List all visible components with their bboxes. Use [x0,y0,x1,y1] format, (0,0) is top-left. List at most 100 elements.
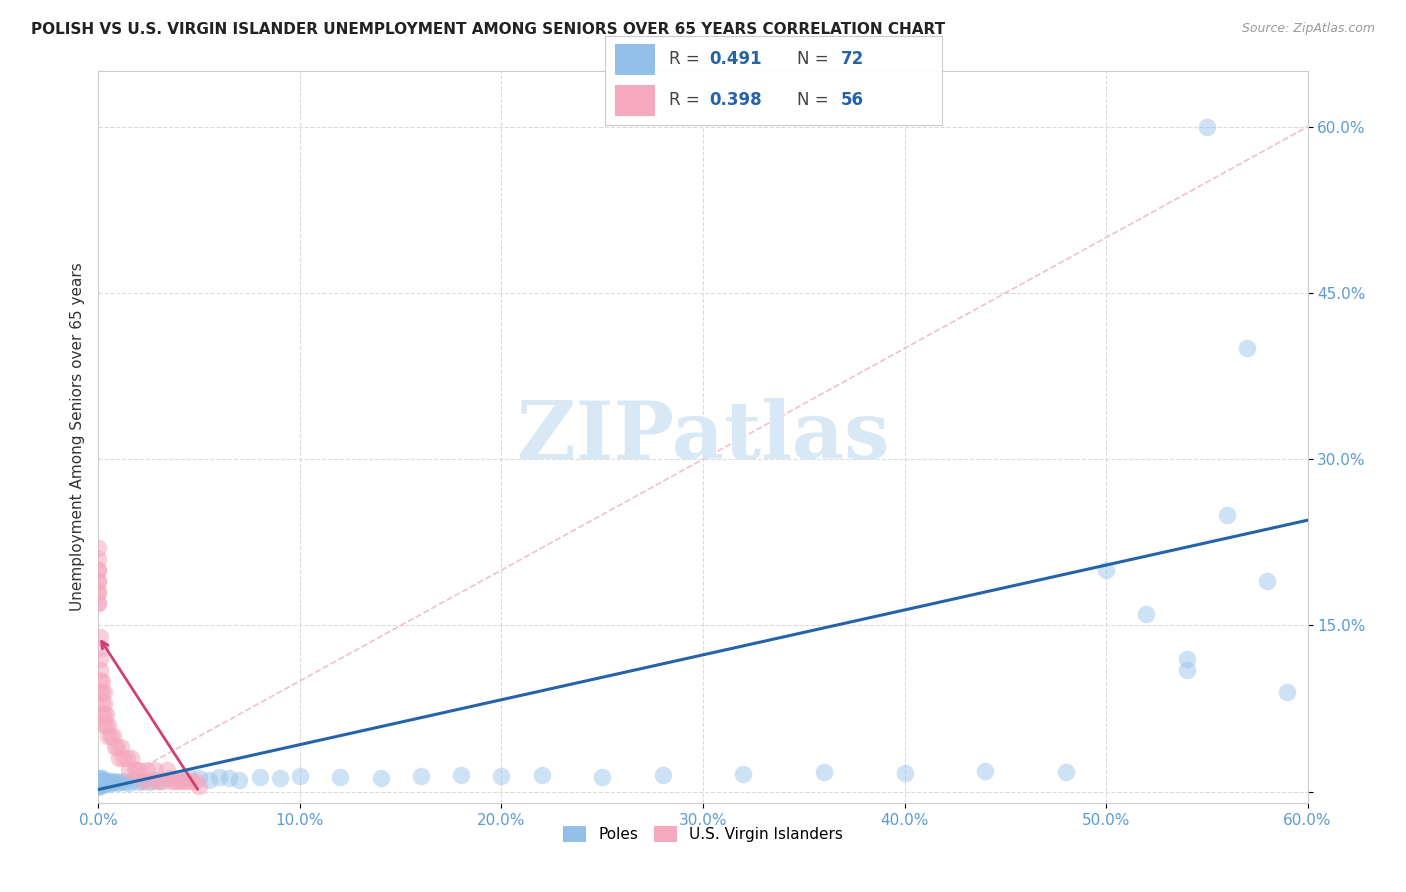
Point [148,773,170,788]
Point [91,778,114,792]
Point [167,772,190,787]
Point [188,779,211,793]
Point [974,764,997,778]
Point [105,740,128,755]
Point [813,764,835,779]
Point [91,673,114,688]
Point [91,707,114,722]
Point [370,772,392,786]
Point [87,596,110,610]
Point [87,563,110,577]
Point [101,729,124,743]
Point [96,776,118,790]
Point [152,773,174,788]
Point [89,779,111,793]
Point [87,541,110,555]
Point [96,773,118,788]
Point [128,763,150,777]
Point [89,772,111,786]
Point [198,772,221,787]
Point [143,772,166,787]
Text: 56: 56 [841,91,863,110]
Point [163,773,186,788]
Text: Source: ZipAtlas.com: Source: ZipAtlas.com [1241,22,1375,36]
Point [93,777,115,791]
Text: 72: 72 [841,50,865,69]
Point [87,772,110,786]
Point [132,773,155,788]
Point [91,685,114,699]
Point [87,596,110,610]
Point [1054,764,1077,779]
Point [93,718,115,732]
Point [107,751,129,765]
Point [89,640,111,655]
Point [733,767,755,781]
Point [1135,607,1157,622]
Point [172,773,194,788]
Text: 0.491: 0.491 [709,50,762,69]
Point [89,651,111,665]
Point [1216,508,1239,522]
Point [450,768,472,782]
Point [87,574,110,589]
Point [288,769,311,783]
Point [96,718,118,732]
Point [93,774,115,789]
Point [135,763,157,777]
Point [87,585,110,599]
Text: N =: N = [797,50,834,69]
Point [93,685,115,699]
Point [103,773,125,788]
Point [218,772,240,786]
Point [591,770,613,784]
Point [118,776,141,790]
Point [97,774,120,789]
Point [105,776,128,790]
Text: POLISH VS U.S. VIRGIN ISLANDER UNEMPLOYMENT AMONG SENIORS OVER 65 YEARS CORRELAT: POLISH VS U.S. VIRGIN ISLANDER UNEMPLOYM… [31,22,945,37]
Point [125,763,148,777]
Point [184,773,207,788]
Point [1175,663,1198,677]
Point [97,777,120,791]
Point [176,773,198,788]
Point [148,773,170,788]
Point [87,552,110,566]
Point [121,773,143,788]
Point [87,563,110,577]
Point [87,776,110,790]
Y-axis label: Unemployment Among Seniors over 65 years: Unemployment Among Seniors over 65 years [69,263,84,611]
Text: 0.398: 0.398 [709,91,762,110]
Point [1095,563,1118,577]
Point [157,772,180,786]
Point [249,770,271,784]
Point [87,777,110,791]
Point [91,696,114,710]
Point [97,718,120,732]
Point [208,770,231,784]
Point [893,765,915,780]
Point [114,774,136,789]
Point [110,740,132,755]
Point [179,770,201,784]
Point [138,774,160,789]
Point [89,673,111,688]
Point [530,768,553,782]
Text: R =: R = [669,50,704,69]
Point [409,769,432,783]
Text: N =: N = [797,91,834,110]
Point [93,772,115,787]
Point [96,707,118,722]
Point [87,585,110,599]
Point [1175,651,1198,665]
Point [101,774,124,789]
Point [91,776,114,790]
Point [91,772,114,786]
Point [100,729,122,743]
Point [132,773,155,788]
Point [100,773,122,788]
Text: R =: R = [669,91,704,110]
Point [87,774,110,789]
Point [139,773,162,788]
Bar [614,44,655,75]
